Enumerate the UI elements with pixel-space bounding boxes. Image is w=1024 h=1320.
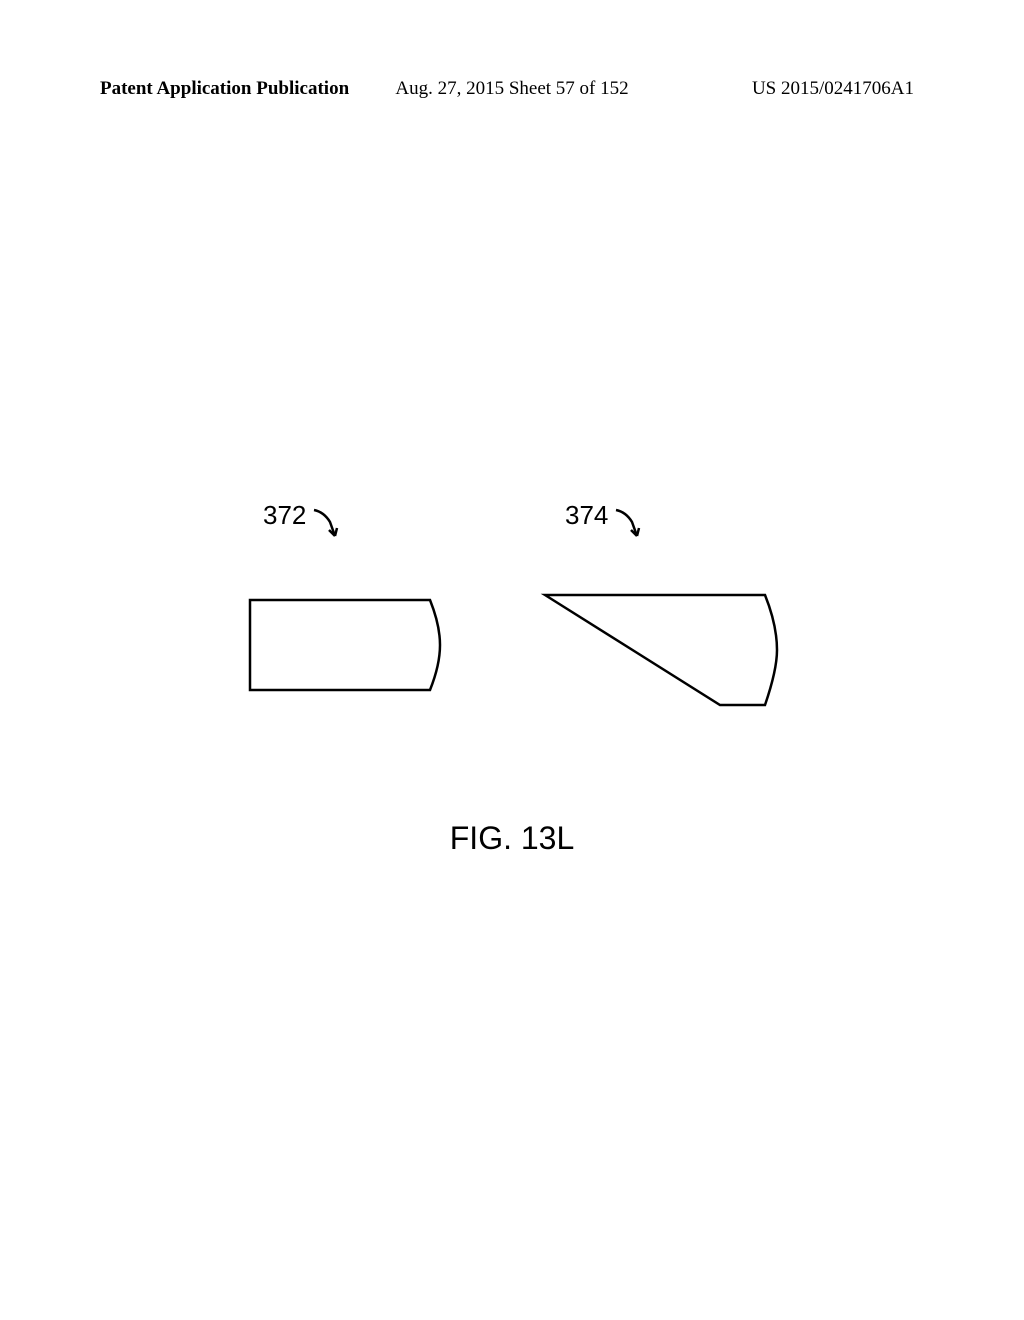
figure-labels: 372 374 xyxy=(0,500,1024,560)
shape-rectangle xyxy=(245,590,455,700)
arrow-374-icon xyxy=(614,508,644,548)
label-372: 372 xyxy=(263,500,306,531)
patent-header: Patent Application Publication Aug. 27, … xyxy=(0,78,1024,100)
label-374: 374 xyxy=(565,500,608,531)
header-center-text: Aug. 27, 2015 Sheet 57 of 152 xyxy=(395,78,628,100)
arrow-372-icon xyxy=(312,508,342,548)
header-left-text: Patent Application Publication xyxy=(100,78,349,100)
figure-caption: FIG. 13L xyxy=(450,820,575,857)
shape-triangle xyxy=(540,590,790,720)
figure-container: 372 374 xyxy=(0,500,1024,590)
header-right-text: US 2015/0241706A1 xyxy=(752,78,914,100)
